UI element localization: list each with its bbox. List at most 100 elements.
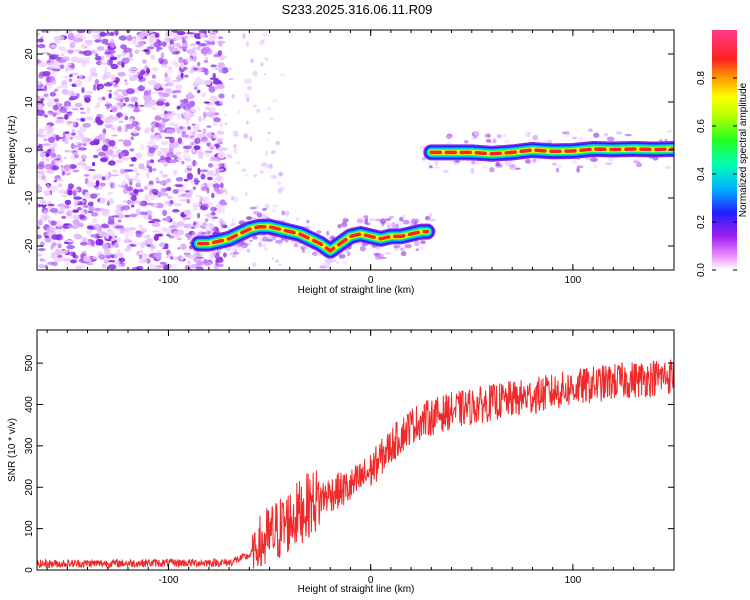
snr-y-tick-label: 0 [24,567,35,573]
noise-blob [169,256,174,260]
noise-blob [94,136,102,140]
ridge-halo-blob [571,158,577,165]
spectrogram-x-tick-label: 100 [565,275,582,286]
ridge-halo-blob [381,220,385,227]
noise-blob [91,74,98,78]
ridge-halo-blob [679,133,683,137]
noise-blob [93,223,102,231]
noise-blob [199,184,205,187]
noise-blob [122,139,132,147]
noise-blob [216,83,225,90]
noise-blob [187,164,193,169]
noise-blob [127,73,132,77]
colorbar-tick-label: 0.2 [696,215,707,229]
ridge-halo-blob [212,250,217,257]
ridge-halo-blob [234,248,238,253]
noise-blob [162,209,168,217]
noise-blob [45,98,55,101]
noise-blob [110,182,114,189]
noise-blob [38,72,44,79]
ridge-halo-blob [577,137,583,142]
ridge-halo-blob [210,224,215,230]
noise-blob [83,94,92,99]
noise-blob [210,136,219,139]
noise-blob [180,62,185,69]
noise-blob [63,223,70,226]
noise-blob [94,105,100,109]
ridge-halo-blob [329,259,338,262]
ridge-halo-blob [555,167,560,173]
noise-blob [170,43,177,47]
noise-blob [71,132,76,136]
noise-blob [166,234,171,237]
snr-x-label: Height of straight line (km) [298,584,415,595]
spectrogram-y-tick-label: 0 [24,147,35,153]
noise-blob [111,74,116,81]
snr-y-axis: 0 100 200 300 400 500 [24,354,674,573]
noise-blob [268,163,273,169]
noise-blob [128,75,137,82]
noise-blob [54,88,59,92]
noise-blob [75,135,83,140]
noise-blob [206,111,214,117]
noise-blob [37,185,43,192]
ridge-halo-blob [485,138,492,143]
noise-blob [266,139,269,143]
noise-blob [266,162,269,169]
noise-blob [202,111,207,119]
noise-blob [147,263,156,270]
snr-x-tick-label: -100 [158,575,178,586]
noise-blob [231,93,235,99]
noise-blob [201,203,209,211]
noise-blob [161,113,170,117]
noise-blob [251,262,257,268]
noise-blob [48,136,56,144]
noise-blob [101,114,105,118]
noise-blob [75,118,81,121]
noise-blob [82,123,92,128]
noise-blob [111,146,118,150]
noise-blob [175,152,179,156]
ridge-halo-blob [335,261,340,264]
noise-blob [95,173,104,176]
noise-blob [44,30,52,34]
noise-blob [275,259,280,263]
noise-blob [268,117,275,121]
spectrogram-y-tick-label: 20 [24,48,35,60]
noise-blob [116,89,124,92]
noise-blob [69,105,77,108]
noise-blob [175,50,181,55]
spectrogram-y-tick-label: -10 [24,190,35,205]
noise-blob [200,173,206,180]
noise-blob [219,182,224,189]
noise-blob [133,166,138,174]
noise-blob [176,221,185,227]
noise-blob [149,159,155,164]
noise-blob [246,248,251,253]
noise-blob [101,263,107,269]
ridge-halo-blob [421,156,427,161]
noise-blob [98,254,105,260]
noise-blob [237,248,244,251]
noise-blob [168,159,177,164]
noise-blob [63,136,69,143]
ridge-halo-blob [489,166,495,173]
ridge-halo-blob [356,218,364,224]
noise-blob [154,113,164,117]
noise-blob [94,206,102,213]
snr-y-tick-label: 200 [24,478,35,495]
noise-blob [215,259,219,266]
noise-blob [218,180,226,183]
noise-blob [78,51,86,55]
noise-blob [158,57,164,64]
noise-blob [181,160,185,165]
noise-blob [121,157,129,161]
noise-blob [190,226,196,229]
noise-blob [135,152,143,160]
noise-blob [42,214,51,221]
ridge-halo-blob [364,218,369,225]
noise-blob [113,115,119,121]
spectrogram-x-tick-label: 0 [368,275,374,286]
noise-blob [169,116,173,121]
